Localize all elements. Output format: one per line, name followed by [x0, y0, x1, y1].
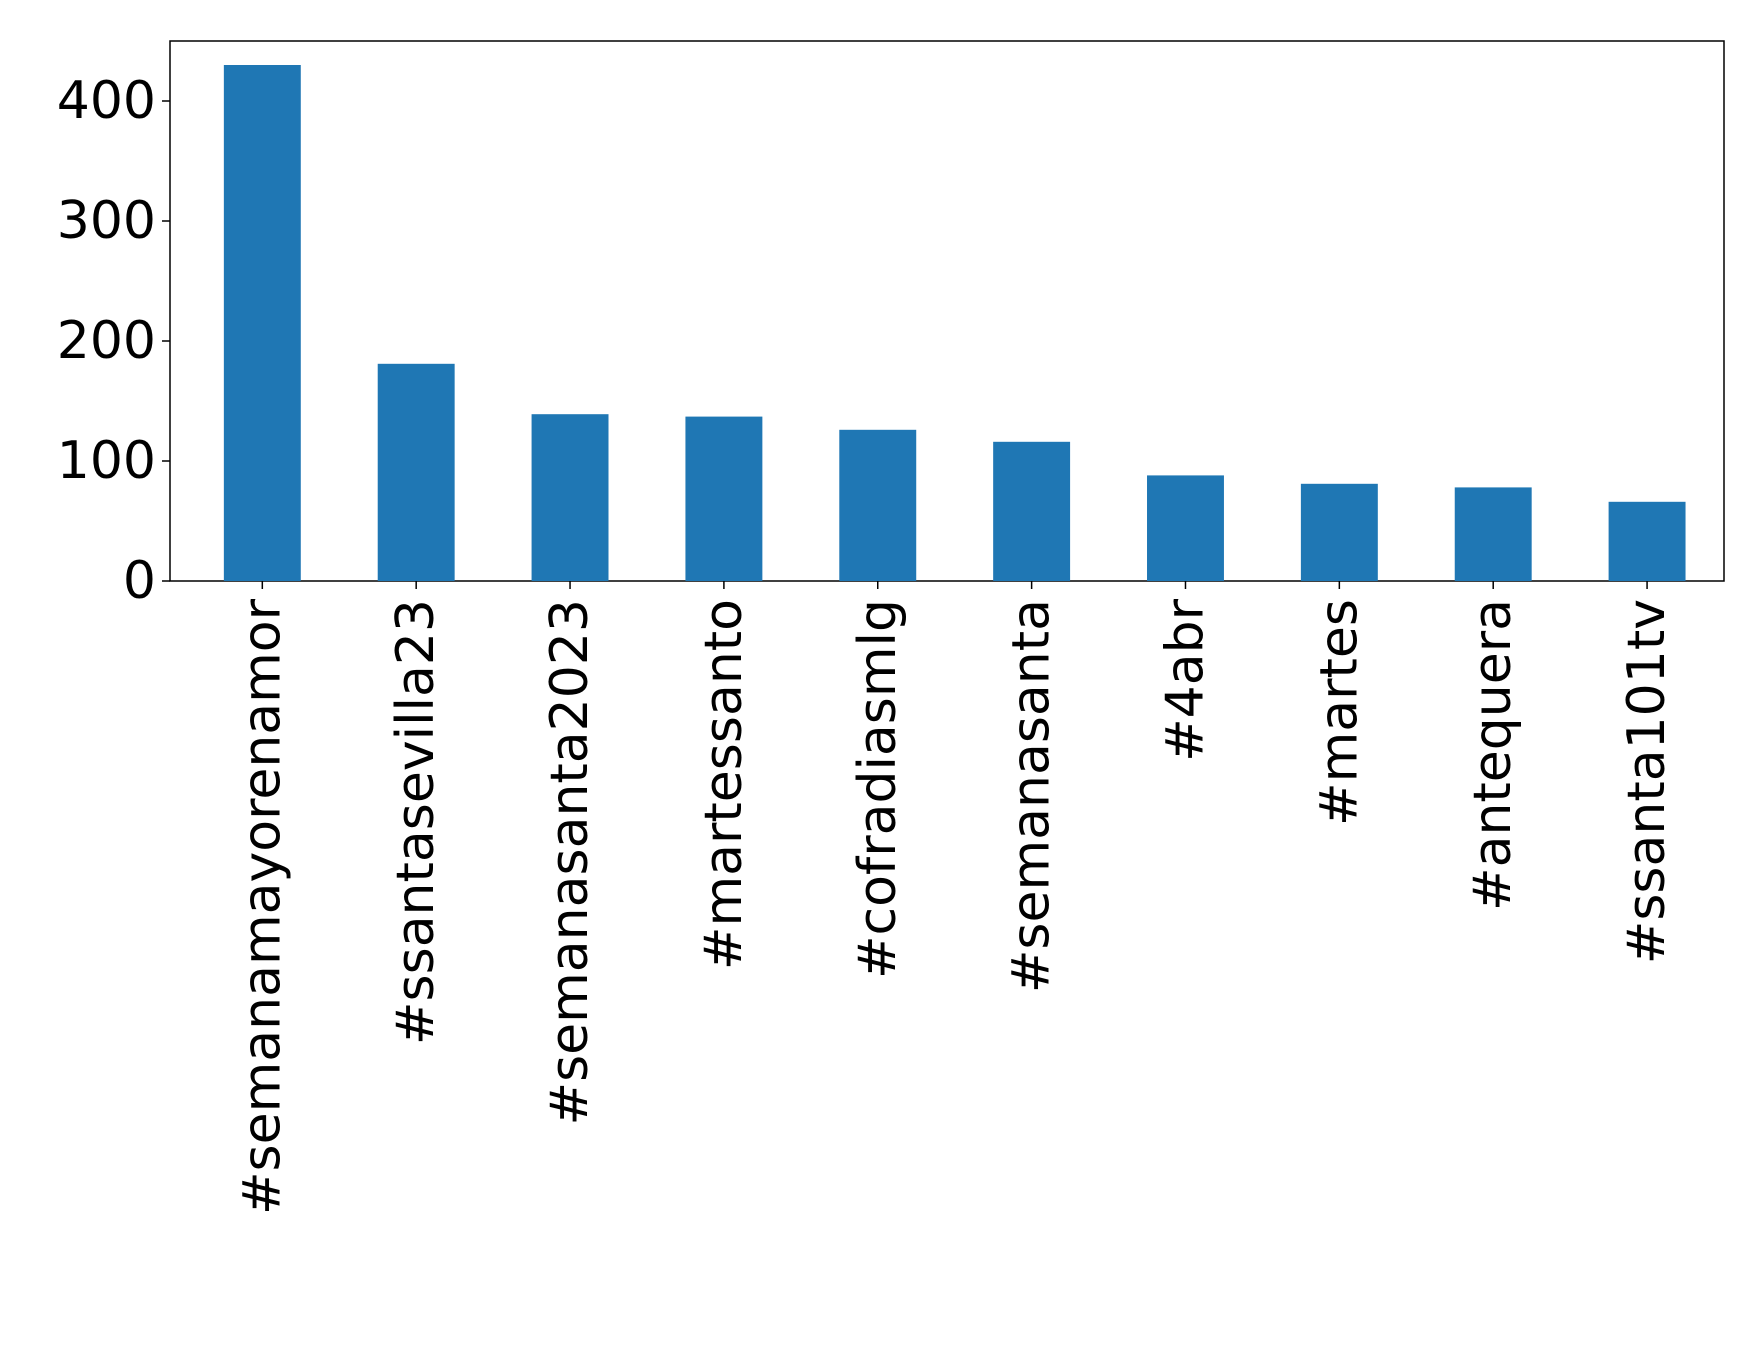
- bar-semanasanta2023: [531, 414, 609, 581]
- x-tick-label: #cofradiasmlg: [848, 599, 908, 979]
- y-tick-label: 300: [57, 191, 156, 251]
- bar-martes: [1300, 483, 1378, 581]
- x-tick-label: #martessanto: [694, 599, 754, 970]
- plot-area: 0 100 200 300 400 #semanamayorenamor #ssantas…: [57, 40, 1725, 1215]
- bar-ssanta101tv: [1608, 501, 1686, 581]
- x-tick-label: #antequera: [1463, 599, 1523, 911]
- bar-semanamayorenamor: [223, 65, 301, 581]
- x-tick-label: #semanasanta2023: [540, 599, 600, 1126]
- x-tick-label: #4abr: [1155, 598, 1215, 762]
- axes-frame: [169, 40, 1725, 582]
- y-tick-label: 400: [57, 71, 156, 131]
- bar-martessanto: [685, 416, 763, 581]
- y-tick-label: 100: [57, 431, 156, 491]
- x-tick-label: #ssanta101tv: [1617, 599, 1677, 964]
- y-tick-label: 0: [123, 551, 156, 611]
- y-tick-label: 200: [57, 311, 156, 371]
- y-axis: 0 100 200 300 400: [57, 71, 170, 611]
- bar-4abr: [1147, 475, 1224, 581]
- x-tick-label: #ssantasevilla23: [386, 599, 446, 1045]
- bars: [223, 65, 1686, 581]
- x-tick-label: #semanasanta: [1002, 599, 1062, 993]
- x-tick-label: #semanamayorenamor: [232, 598, 292, 1215]
- x-axis: #semanamayorenamor #ssantasevilla23 #seman…: [232, 581, 1677, 1215]
- bar-cofradiasmlg: [839, 429, 917, 581]
- bar-semanasanta: [993, 441, 1071, 581]
- bar-antequera: [1454, 487, 1532, 581]
- bar-ssantasevilla23: [377, 363, 455, 581]
- x-tick-label: #martes: [1309, 599, 1369, 826]
